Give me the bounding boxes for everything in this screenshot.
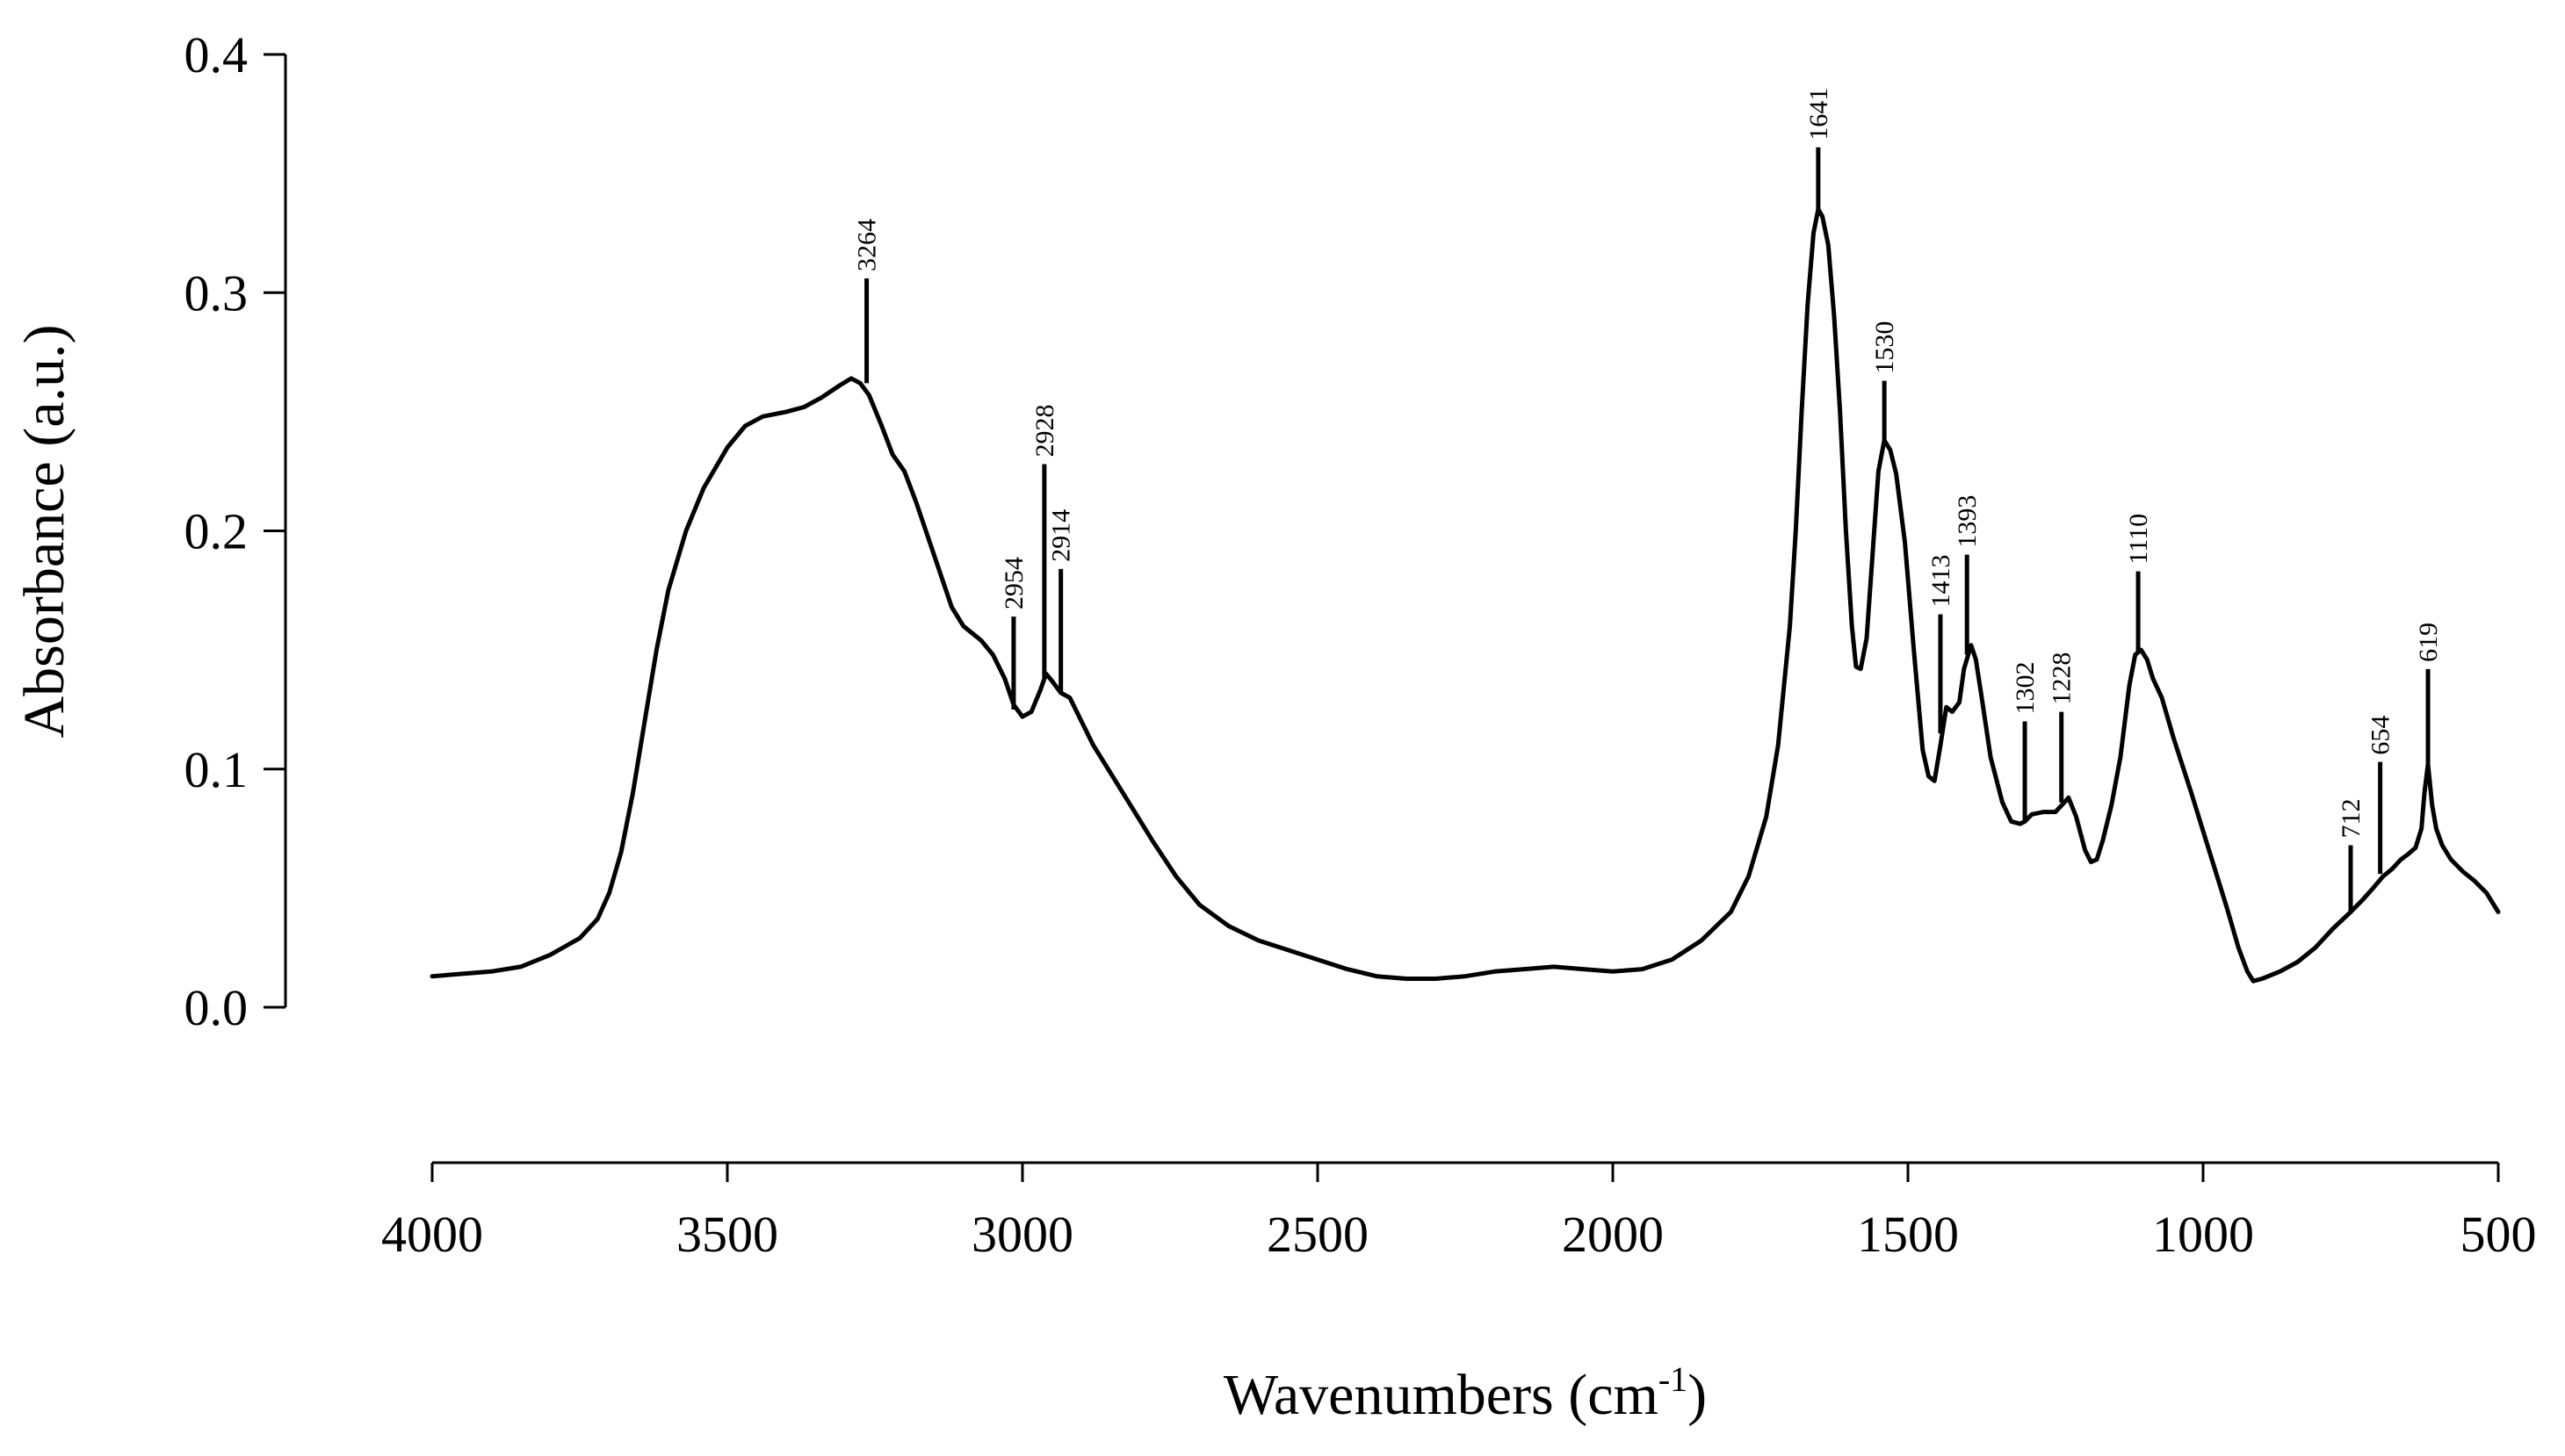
x-axis-title-superscript: -1	[1658, 1359, 1687, 1399]
peak-label: 654	[2366, 716, 2395, 755]
y-tick-label: 0.3	[184, 264, 249, 321]
peak-label: 1302	[2011, 662, 2040, 715]
x-axis-title-main: Wavenumbers (cm	[1224, 1363, 1658, 1427]
peak-label: 1413	[1926, 554, 1955, 607]
y-tick-label: 0.4	[184, 26, 249, 83]
spectrum-line	[430, 206, 2501, 984]
peak-label: 619	[2414, 623, 2443, 662]
peak-label: 712	[2337, 799, 2366, 839]
peak-label: 2928	[1030, 405, 1059, 458]
x-tick-label: 1000	[2152, 1206, 2254, 1263]
x-axis-title: Wavenumbers (cm-1)	[1224, 1359, 1707, 1427]
peak-label: 2914	[1047, 509, 1076, 562]
peak-label: 2954	[1000, 557, 1029, 609]
x-tick-label: 3500	[676, 1206, 778, 1263]
peak-label: 3264	[853, 219, 882, 271]
x-tick-label: 2000	[1562, 1206, 1664, 1263]
peak-label: 1393	[1953, 495, 1982, 548]
peak-label: 1228	[2048, 652, 2077, 705]
y-axis-title: Absorbance (a.u.)	[12, 325, 76, 739]
x-tick-label: 3000	[972, 1206, 1073, 1263]
y-tick-label: 0.2	[184, 503, 249, 560]
x-tick-label: 1500	[1857, 1206, 1959, 1263]
peak-label: 1530	[1870, 321, 1899, 374]
x-tick-label: 500	[2460, 1206, 2537, 1263]
y-tick-label: 0.1	[184, 741, 249, 798]
peak-annotations: 3264 2954 2928 2914 1641 1530 1413 1393 1302 1228…	[853, 88, 2443, 912]
x-axis-ticks: 4000 3500 3000 2500 2000 1500 1000 500	[381, 1163, 2537, 1263]
y-tick-label: 0.0	[184, 979, 249, 1036]
y-axis-ticks: 0.0 0.1 0.2 0.3 0.4	[184, 26, 285, 1036]
x-axis-title-close: )	[1687, 1363, 1707, 1427]
x-tick-label: 2500	[1267, 1206, 1369, 1263]
peak-label: 1641	[1804, 88, 1833, 141]
x-tick-label: 4000	[381, 1206, 483, 1263]
peak-label: 1110	[2124, 514, 2153, 565]
